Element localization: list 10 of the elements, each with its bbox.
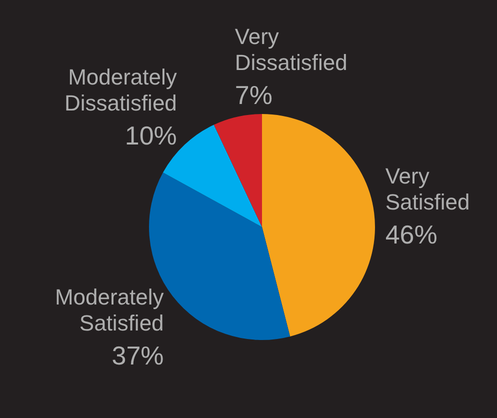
slice-label: Very Dissatisfied xyxy=(234,24,348,76)
pie-slice xyxy=(262,114,375,336)
data-label: 46% xyxy=(385,219,438,250)
slice-label: Moderately Satisfied xyxy=(54,284,164,336)
slice-label: Moderately Dissatisfied xyxy=(64,64,177,116)
data-label: 7% xyxy=(234,80,272,110)
data-label: 10% xyxy=(124,120,177,151)
slice-label: Very Satisfied xyxy=(385,163,470,214)
pie-slice xyxy=(214,114,262,227)
data-label: 37% xyxy=(112,340,164,370)
